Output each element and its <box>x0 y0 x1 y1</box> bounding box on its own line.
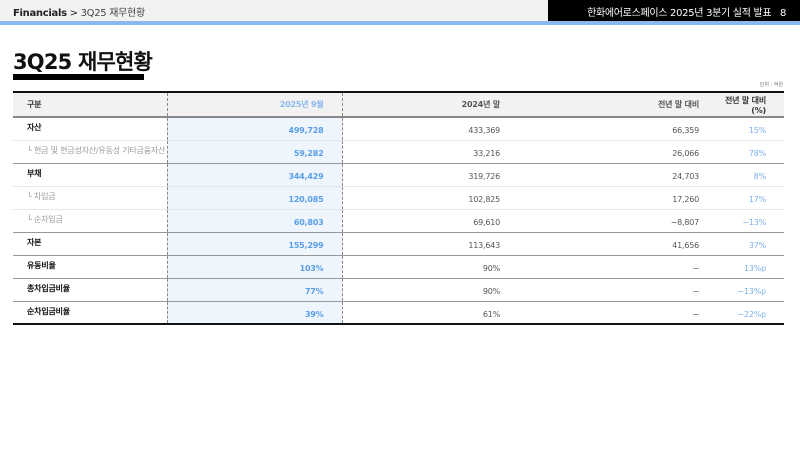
cell-value: 24,703 <box>540 162 715 186</box>
col-header: 전년 말 대비 <box>540 92 715 118</box>
cell-value: 120,085 <box>166 185 343 209</box>
presentation-title-box: 한화에어로스페이스 2025년 3분기 실적 발표 8 <box>548 0 800 21</box>
table-header: 구분 2025년 9월 2024년 말 전년 말 대비 전년 말 대비 (%) <box>13 92 784 118</box>
table-row: 부채 344,429 319,726 24,703 8% <box>13 162 784 186</box>
col-header: 구분 <box>13 92 167 118</box>
cell-value: −8,807 <box>540 208 715 232</box>
cell-value: 113,643 <box>342 231 540 255</box>
table-row: └ 순차입금 60,803 69,610 −8,807 −13% <box>13 208 784 232</box>
cell-value: − <box>540 300 715 324</box>
col-header: 2025년 9월 <box>166 92 343 118</box>
accent-divider <box>0 21 800 25</box>
table-row: 순차입금비율 39% 61% − −22%p <box>13 300 784 324</box>
cell-value: 90% <box>342 277 540 301</box>
cell-value: − <box>540 277 715 301</box>
cell-value: 37% <box>715 231 784 255</box>
row-label: └ 순차입금 <box>13 208 167 232</box>
table-row: 자본 155,299 113,643 41,656 37% <box>13 231 784 255</box>
unit-label: 단위 : 억원 <box>759 82 783 88</box>
row-label: 자산 <box>27 123 42 132</box>
cell-value: 33,216 <box>342 139 540 163</box>
cell-value: 26,066 <box>540 139 715 163</box>
cell-value: 15% <box>748 126 766 135</box>
cell-value: 102,825 <box>342 185 540 209</box>
table-row: 총차입금비율 77% 90% − −13%p <box>13 277 784 301</box>
breadcrumb-root[interactable]: Financials <box>13 8 67 19</box>
row-label: 순차입금비율 <box>13 300 167 324</box>
cell-value: 344,429 <box>166 162 343 186</box>
cell-value: 433,369 <box>468 126 500 135</box>
cell-value: 78% <box>715 139 784 163</box>
presentation-title: 한화에어로스페이스 2025년 3분기 실적 발표 <box>587 8 772 19</box>
cell-value: 90% <box>342 254 540 278</box>
cell-value: 155,299 <box>166 231 343 255</box>
row-label: 부채 <box>13 162 167 186</box>
cell-value: − <box>540 254 715 278</box>
cell-value: 61% <box>342 300 540 324</box>
row-label: 자본 <box>13 231 167 255</box>
breadcrumb: Financials > 3Q25 재무현황 <box>13 4 185 19</box>
financial-table: 구분 2025년 9월 2024년 말 전년 말 대비 전년 말 대비 (%) … <box>13 91 784 325</box>
cell-value: 60,803 <box>166 208 343 232</box>
breadcrumb-separator: > <box>69 8 78 19</box>
table-row: └ 현금 및 현금성자산/유동성 기타금융자산 59,282 33,216 26,06… <box>13 139 784 163</box>
cell-value: 39% <box>166 300 343 324</box>
table-row: └ 차입금 120,085 102,825 17,260 17% <box>13 185 784 209</box>
cell-value: 69,610 <box>342 208 540 232</box>
cell-value: 77% <box>166 277 343 301</box>
cell-value: −22%p <box>715 300 784 324</box>
cell-value: 499,728 <box>166 117 343 140</box>
row-label: └ 현금 및 현금성자산/유동성 기타금융자산 <box>13 139 167 163</box>
cell-value: 8% <box>715 162 784 186</box>
page-number: 8 <box>779 8 786 19</box>
row-label: 유동비율 <box>13 254 167 278</box>
cell-value: 13%p <box>715 254 784 278</box>
cell-value: 103% <box>166 254 343 278</box>
breadcrumb-page: 3Q25 재무현황 <box>80 8 146 19</box>
title-underline <box>13 74 144 80</box>
cell-value: −13% <box>715 208 784 232</box>
table-row: 유동비율 103% 90% −13%p <box>13 254 784 278</box>
cell-value: 319,726 <box>342 162 540 186</box>
row-label: 총차입금비율 <box>13 277 167 301</box>
col-header: 2024년 말 <box>342 92 540 118</box>
cell-value: 17% <box>715 185 784 209</box>
cell-value: 59,282 <box>166 139 343 163</box>
row-label: └ 차입금 <box>13 185 167 209</box>
cell-value: 66,359 <box>672 126 699 135</box>
page-title: 3Q25 재무현황 <box>13 50 153 74</box>
cell-value: 17,260 <box>540 185 715 209</box>
cell-value: −13%p <box>715 277 784 301</box>
col-header: 전년 말 대비 (%) <box>715 92 784 118</box>
table-row: 자산 499,728 433,369 66,359 15% <box>13 117 784 140</box>
cell-value: 41,656 <box>540 231 715 255</box>
